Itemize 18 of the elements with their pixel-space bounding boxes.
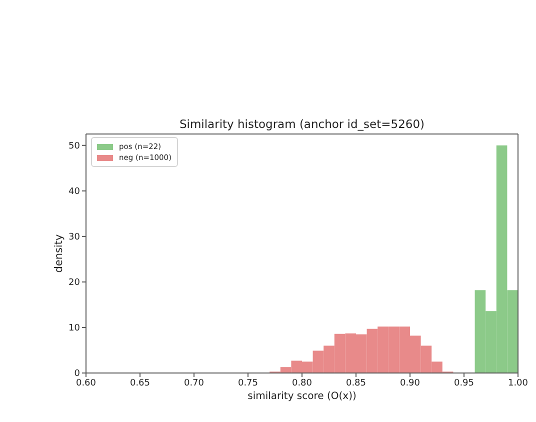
y-tick-label: 10 bbox=[68, 324, 80, 334]
x-tick-label: 0.70 bbox=[184, 378, 204, 388]
x-tick-label: 1.00 bbox=[508, 378, 528, 388]
y-tick-label: 20 bbox=[68, 278, 80, 288]
y-tick-label: 30 bbox=[68, 232, 80, 243]
y-tick-label: 40 bbox=[68, 187, 80, 198]
y-axis-title: density bbox=[53, 234, 65, 273]
x-tick-label: 0.80 bbox=[292, 378, 312, 388]
x-tick-label: 0.60 bbox=[76, 378, 96, 388]
y-tick-label: 0 bbox=[74, 369, 80, 380]
x-axis-title: similarity score (O(x)) bbox=[248, 391, 356, 402]
x-tick-label: 0.65 bbox=[130, 378, 150, 388]
x-tick-label: 0.90 bbox=[400, 378, 420, 388]
y-tick-label: 50 bbox=[68, 142, 80, 152]
x-tick-label: 0.75 bbox=[238, 378, 258, 388]
chart-title: Similarity histogram (anchor id_set=5260) bbox=[178, 117, 426, 131]
x-tick-label: 0.85 bbox=[346, 378, 366, 388]
x-tick-label: 0.95 bbox=[454, 378, 474, 388]
